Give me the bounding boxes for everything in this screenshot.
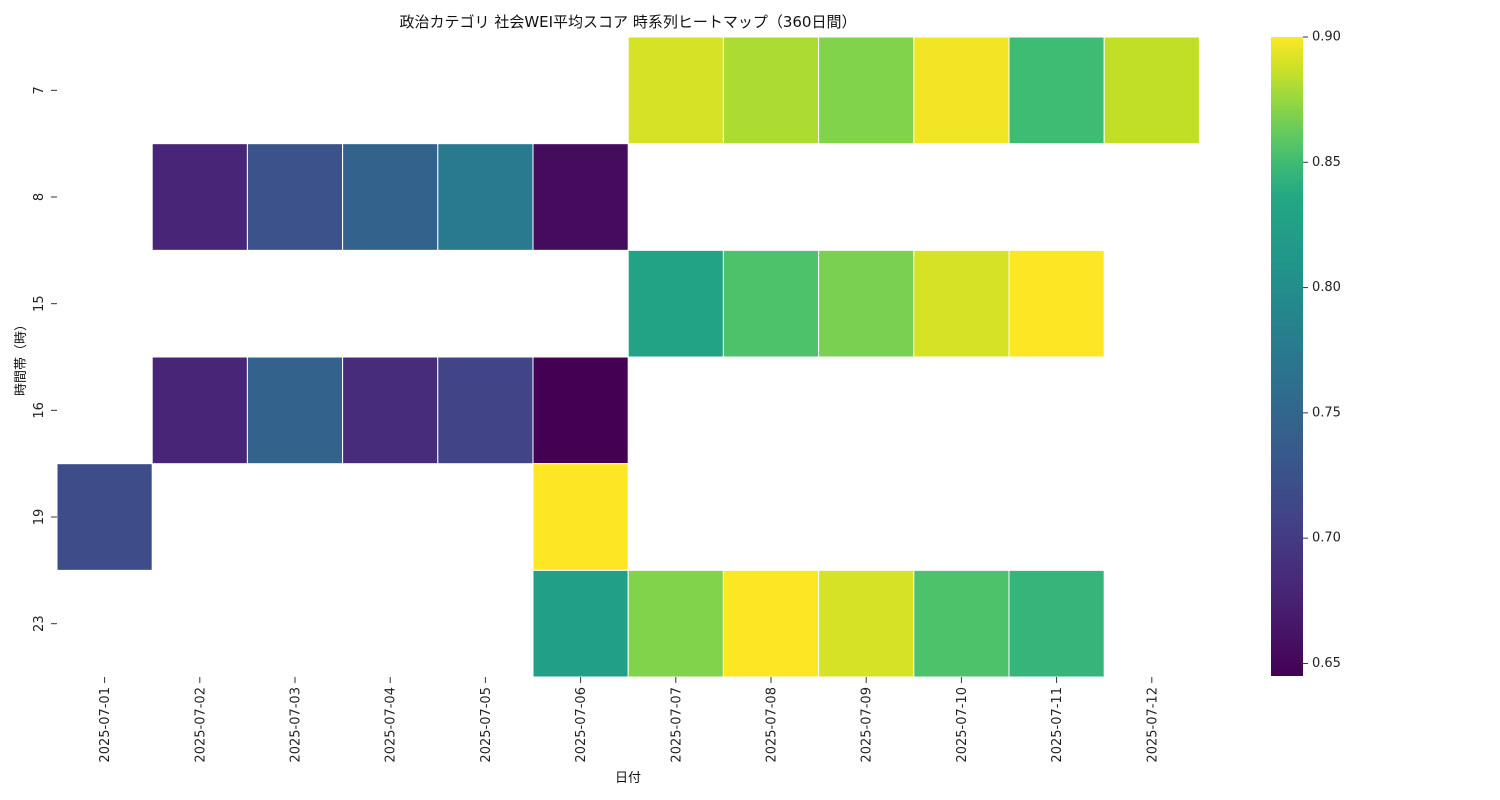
heatmap-cell (913, 249, 1010, 358)
heatmap-cell (627, 569, 724, 678)
x-tick-label: 2025-07-02 (193, 687, 208, 763)
x-tick-label: 2025-07-10 (955, 687, 970, 763)
chart-title: 政治カテゴリ 社会WEI平均スコア 時系列ヒートマップ（360日間） (400, 13, 857, 31)
colorbar-tick-label: 0.65 (1312, 656, 1341, 671)
x-tick-label: 2025-07-01 (98, 687, 113, 763)
colorbar-tick-label: 0.80 (1312, 280, 1341, 295)
y-tick-label: 16 (32, 402, 47, 419)
x-tick-label: 2025-07-11 (1050, 687, 1065, 763)
heatmap-cell (627, 249, 724, 358)
heatmap-cell (56, 463, 153, 571)
y-tick-label: 19 (32, 509, 47, 526)
x-tick-label: 2025-07-05 (479, 687, 494, 763)
y-tick-label: 23 (32, 615, 47, 632)
heatmap-cell (437, 356, 534, 465)
y-axis-label: 時間帯（時） (14, 318, 29, 396)
x-tick-label: 2025-07-04 (384, 687, 399, 763)
x-tick-label: 2025-07-06 (574, 687, 589, 763)
heatmap-cell (342, 356, 439, 465)
colorbar-tick-label: 0.75 (1312, 405, 1341, 420)
heatmap-cell (913, 569, 1010, 678)
heatmap-cell (818, 36, 915, 145)
heatmap-cell (722, 249, 820, 358)
heatmap-cell (151, 143, 248, 251)
heatmap-cell (1008, 36, 1105, 145)
heatmap-cells (56, 36, 1200, 678)
y-tick-label: 8 (32, 193, 47, 201)
heatmap-cell (342, 143, 439, 251)
heatmap-cell (532, 569, 629, 678)
y-tick-label: 15 (32, 295, 47, 312)
heatmap-cell (532, 143, 629, 251)
heatmap-cell (627, 36, 724, 145)
x-axis: 2025-07-01 2025-07-02 2025-07-03 2025-07-04… (98, 677, 1160, 763)
x-tick-label: 2025-07-08 (765, 687, 780, 763)
colorbar-ticks: 0.65 0.70 0.75 0.80 0.85 0.90 (1303, 30, 1341, 671)
colorbar-tick-label: 0.85 (1312, 155, 1341, 170)
heatmap-cell (151, 356, 248, 465)
y-tick-label: 7 (32, 86, 47, 94)
heatmap-cell (722, 569, 820, 678)
y-axis: 7 8 15 16 19 23 (32, 86, 57, 632)
heatmap-cell (437, 143, 534, 251)
colorbar-tick-label: 0.90 (1312, 30, 1341, 45)
heatmap-cell (913, 36, 1010, 145)
heatmap-cell (532, 356, 629, 465)
colorbar (1271, 37, 1303, 676)
heatmap-cell (818, 569, 915, 678)
heatmap-cell (246, 356, 344, 465)
heatmap-cell (1103, 36, 1200, 145)
colorbar-tick-label: 0.70 (1312, 531, 1341, 546)
heatmap-cell (1008, 249, 1105, 358)
heatmap-cell (818, 249, 915, 358)
x-tick-label: 2025-07-12 (1145, 687, 1160, 763)
x-tick-label: 2025-07-03 (289, 687, 304, 763)
x-tick-label: 2025-07-07 (669, 687, 684, 763)
x-axis-label: 日付 (615, 771, 641, 786)
heatmap-cell (1008, 569, 1105, 678)
x-tick-label: 2025-07-09 (860, 687, 875, 763)
heatmap-cell (722, 36, 820, 145)
heatmap-cell (532, 463, 629, 571)
heatmap-cell (246, 143, 344, 251)
